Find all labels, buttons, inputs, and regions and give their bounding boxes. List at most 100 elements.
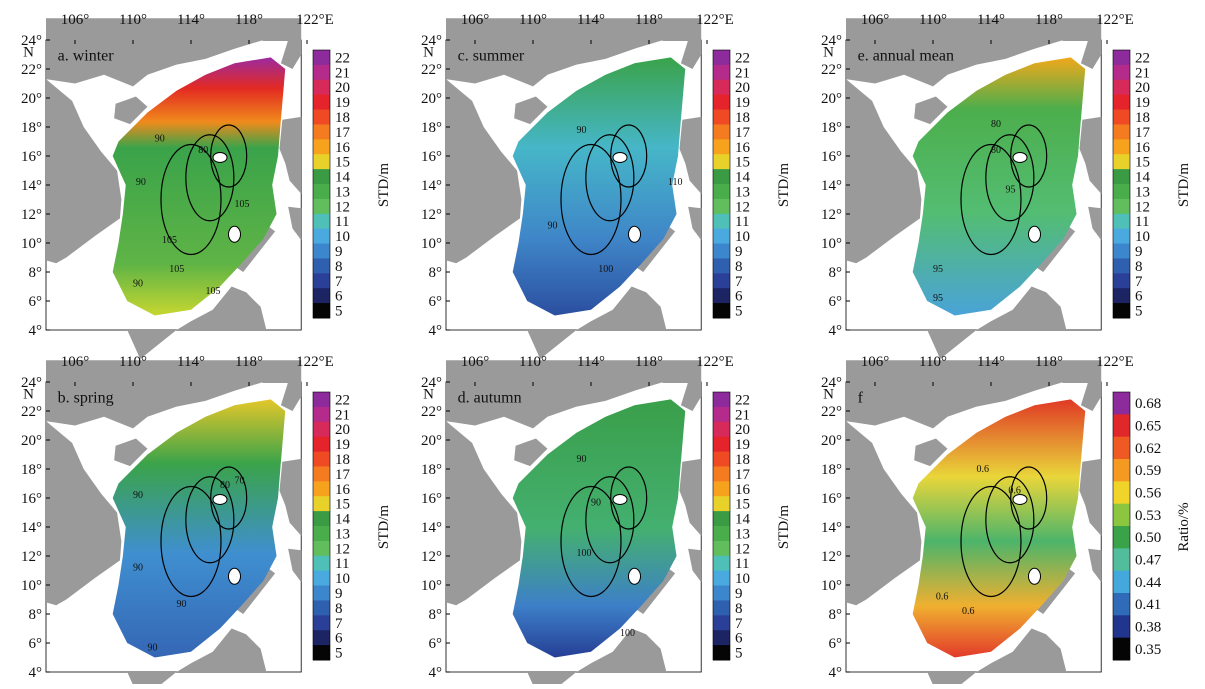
colorbar-tick-label: 6: [735, 631, 743, 647]
colorbar-swatch: [713, 243, 730, 259]
colorbar-swatch: [1113, 273, 1130, 289]
colorbar-tick-label: 12: [335, 541, 350, 557]
island: [628, 225, 641, 243]
colorbar-tick-label: 6: [335, 631, 343, 647]
contour-line: [985, 476, 1035, 564]
colorbar-tick-label: 6: [335, 289, 343, 305]
colorbar-swatch: [1113, 198, 1130, 215]
colorbar-tick-label: 22: [735, 392, 750, 408]
colorbar-tick-label: 18: [735, 452, 750, 468]
colorbar-tick-label: 7: [1135, 274, 1143, 290]
colorbar-tick-label: 21: [1135, 65, 1150, 81]
colorbar-swatch: [1113, 436, 1130, 460]
contour-label: 90: [548, 221, 558, 232]
lat-tick-label: 20°: [21, 91, 42, 107]
contour-line: [960, 143, 1022, 256]
land: [127, 628, 267, 689]
colorbar-swatch: [1113, 570, 1130, 594]
colorbar-swatch: [313, 526, 330, 542]
colorbar-swatch: [1113, 288, 1130, 304]
lon-tick-label: 110°: [919, 12, 947, 28]
colorbar-tick-label: 14: [735, 170, 751, 186]
colorbar-swatch: [713, 228, 730, 245]
colorbar-tick-label: 13: [1135, 184, 1150, 200]
colorbar-tick-label: 16: [1135, 140, 1151, 156]
contour-label: 0.6: [936, 592, 949, 603]
colorbar-swatch: [1113, 303, 1130, 319]
colorbar-swatch: [313, 570, 330, 587]
lon-tick-label: 118°: [235, 12, 263, 28]
contour-label: 95: [933, 293, 943, 304]
contour-line: [160, 485, 222, 598]
colorbar-tick-label: 17: [335, 467, 351, 483]
colorbar-frame: [312, 49, 331, 319]
lon-tick-label: 110°: [919, 354, 947, 370]
colorbar-tick-label: 8: [1135, 259, 1143, 275]
contour-label: 80: [198, 145, 208, 156]
lat-tick-label: 8°: [829, 265, 843, 281]
land: [46, 79, 122, 264]
colorbar-swatch: [713, 511, 730, 527]
lat-tick-label: 8°: [429, 607, 443, 623]
lat-tick-label: 6°: [29, 636, 43, 652]
lon-tick-label: 106°: [861, 354, 890, 370]
colorbar-swatch: [713, 555, 730, 572]
lat-tick-label: 22°: [421, 62, 442, 78]
colorbar-tick-label: 17: [735, 125, 751, 141]
land: [846, 18, 1102, 40]
data-field: [512, 57, 686, 316]
colorbar-tick-label: 8: [735, 601, 743, 617]
lon-tick-label: 114°: [577, 12, 605, 28]
land: [46, 360, 302, 382]
colorbar-swatch: [313, 124, 330, 140]
lon-tick-label: 106°: [61, 12, 90, 28]
lon-tick-label: 122°E: [296, 354, 334, 370]
contour-label: 95: [1006, 184, 1016, 195]
lat-tick-label: 6°: [29, 294, 43, 310]
colorbar-tick-label: 21: [335, 65, 350, 81]
colorbar-title: STD/m: [1176, 163, 1192, 208]
contour-line: [1010, 466, 1048, 530]
contour-label: 105: [162, 235, 177, 246]
lat-tick-label: 24°: [421, 375, 442, 391]
lat-tick-label: 8°: [429, 265, 443, 281]
colorbar-swatch: [313, 288, 330, 304]
colorbar-swatch: [1113, 139, 1130, 155]
contour-line: [610, 124, 648, 188]
colorbar-tick-label: 8: [735, 259, 743, 275]
colorbar-tick-label: 19: [735, 437, 750, 453]
lon-tick-label: 118°: [235, 354, 263, 370]
colorbar-swatch: [1113, 503, 1130, 527]
colorbar-tick-label: 17: [735, 467, 751, 483]
colorbar-tick-label: 15: [735, 155, 750, 171]
colorbar-frame: [1112, 391, 1131, 661]
colorbar-swatch: [713, 421, 730, 438]
colorbar-swatch: [713, 481, 730, 497]
colorbar-tick-label: 11: [735, 556, 749, 572]
panel-label: c. summer: [458, 47, 525, 64]
colorbar-swatch: [1113, 593, 1130, 616]
colorbar-tick-label: 17: [1135, 125, 1151, 141]
colorbar-tick-label: 12: [1135, 199, 1150, 215]
land: [514, 96, 548, 125]
colorbar-tick-label: 0.59: [1135, 463, 1161, 479]
colorbar-swatch: [313, 645, 330, 661]
land: [1034, 569, 1076, 614]
lat-tick-label: 20°: [821, 433, 842, 449]
colorbar-tick-label: 22: [335, 392, 350, 408]
colorbar-frame: [712, 391, 731, 661]
lon-tick-label: 106°: [461, 354, 490, 370]
colorbar-tick-label: 22: [735, 50, 750, 66]
contour-line: [585, 476, 635, 564]
colorbar-swatch: [713, 94, 730, 111]
land: [527, 628, 667, 689]
data-field: [912, 399, 1086, 658]
colorbar-tick-label: 0.44: [1135, 575, 1162, 591]
colorbar-tick-label: 5: [735, 304, 743, 320]
contour-label: 95: [933, 264, 943, 275]
island: [628, 567, 641, 585]
land: [280, 382, 302, 411]
island: [1012, 493, 1028, 505]
